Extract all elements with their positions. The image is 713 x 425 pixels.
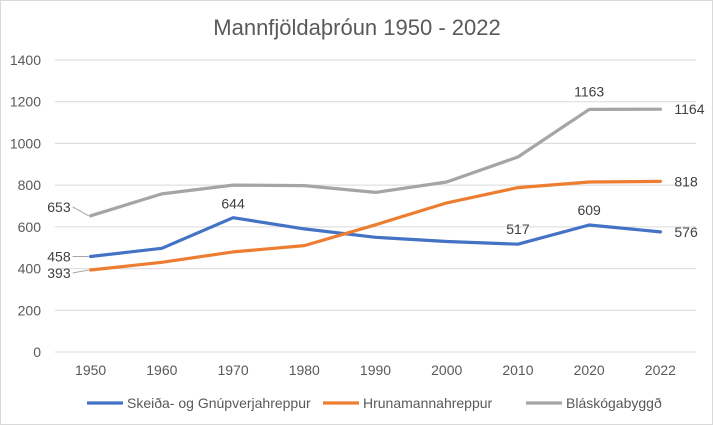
gridlines <box>55 59 696 353</box>
y-tick-label: 200 <box>18 302 42 318</box>
data-label: 1164 <box>674 101 704 117</box>
legend-label: Bláskógabyggð <box>566 395 662 411</box>
y-tick-label: 1200 <box>10 94 41 110</box>
series-line <box>88 216 663 259</box>
data-labels: 458 644 517 609 576 393 818 653 1163 1164 <box>47 83 704 281</box>
legend-label: Skeiða- og Gnúpverjahreppur <box>127 395 311 411</box>
y-tick-label: 600 <box>18 219 42 235</box>
data-label: 576 <box>674 224 698 240</box>
series-lines <box>88 107 663 272</box>
series-line <box>88 107 663 218</box>
x-tick-label: 2022 <box>645 362 676 378</box>
y-tick-label: 800 <box>18 177 42 193</box>
y-tick-label: 400 <box>18 261 42 277</box>
y-tick-label: 0 <box>33 344 41 360</box>
label-leader-line <box>72 206 89 217</box>
x-axis: 1950 1960 1970 1980 1990 2000 2010 2020 2022 <box>75 362 676 378</box>
y-tick-label: 1000 <box>10 135 41 151</box>
x-tick-label: 1990 <box>360 362 391 378</box>
x-tick-label: 1960 <box>146 362 177 378</box>
legend-label: Hrunamannahreppur <box>363 395 493 411</box>
series-line <box>88 179 663 272</box>
data-label: 818 <box>674 173 698 189</box>
data-label: 609 <box>577 202 601 218</box>
chart-title: Mannfjöldaþróun 1950 - 2022 <box>213 15 500 40</box>
x-tick-label: 2000 <box>431 362 462 378</box>
label-leader-line <box>72 269 89 274</box>
data-label: 393 <box>47 265 71 281</box>
x-tick-label: 1970 <box>217 362 248 378</box>
data-label: 644 <box>221 196 245 212</box>
data-label: 1163 <box>574 83 604 99</box>
x-tick-label: 1950 <box>75 362 106 378</box>
x-tick-label: 2010 <box>502 362 533 378</box>
x-tick-label: 1980 <box>289 362 320 378</box>
x-tick-label: 2020 <box>574 362 605 378</box>
data-label: 517 <box>506 221 530 237</box>
data-label: 653 <box>47 199 71 215</box>
y-tick-label: 1400 <box>10 52 41 68</box>
data-label: 458 <box>47 248 71 264</box>
y-axis: 0 200 400 600 800 1000 1200 1400 <box>10 52 41 360</box>
legend: Skeiða- og Gnúpverjahreppur Hrunamannahre… <box>87 395 662 411</box>
